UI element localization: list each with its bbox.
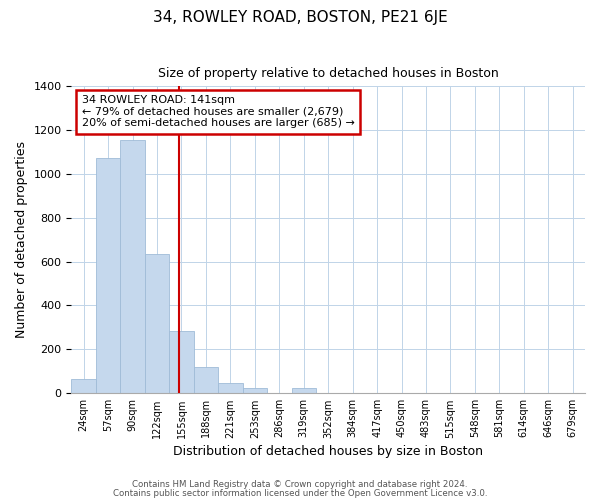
Bar xyxy=(96,158,121,394)
Text: 34, ROWLEY ROAD, BOSTON, PE21 6JE: 34, ROWLEY ROAD, BOSTON, PE21 6JE xyxy=(152,10,448,25)
Bar xyxy=(242,388,267,394)
Title: Size of property relative to detached houses in Boston: Size of property relative to detached ho… xyxy=(158,68,499,80)
Text: Contains public sector information licensed under the Open Government Licence v3: Contains public sector information licen… xyxy=(113,488,487,498)
Bar xyxy=(292,388,316,394)
Bar xyxy=(145,254,169,394)
X-axis label: Distribution of detached houses by size in Boston: Distribution of detached houses by size … xyxy=(173,444,483,458)
Bar xyxy=(121,140,145,394)
Bar xyxy=(194,367,218,394)
Text: 34 ROWLEY ROAD: 141sqm
← 79% of detached houses are smaller (2,679)
20% of semi-: 34 ROWLEY ROAD: 141sqm ← 79% of detached… xyxy=(82,95,355,128)
Bar xyxy=(71,379,96,394)
Bar xyxy=(169,330,194,394)
Text: Contains HM Land Registry data © Crown copyright and database right 2024.: Contains HM Land Registry data © Crown c… xyxy=(132,480,468,489)
Bar xyxy=(218,383,242,394)
Y-axis label: Number of detached properties: Number of detached properties xyxy=(15,141,28,338)
